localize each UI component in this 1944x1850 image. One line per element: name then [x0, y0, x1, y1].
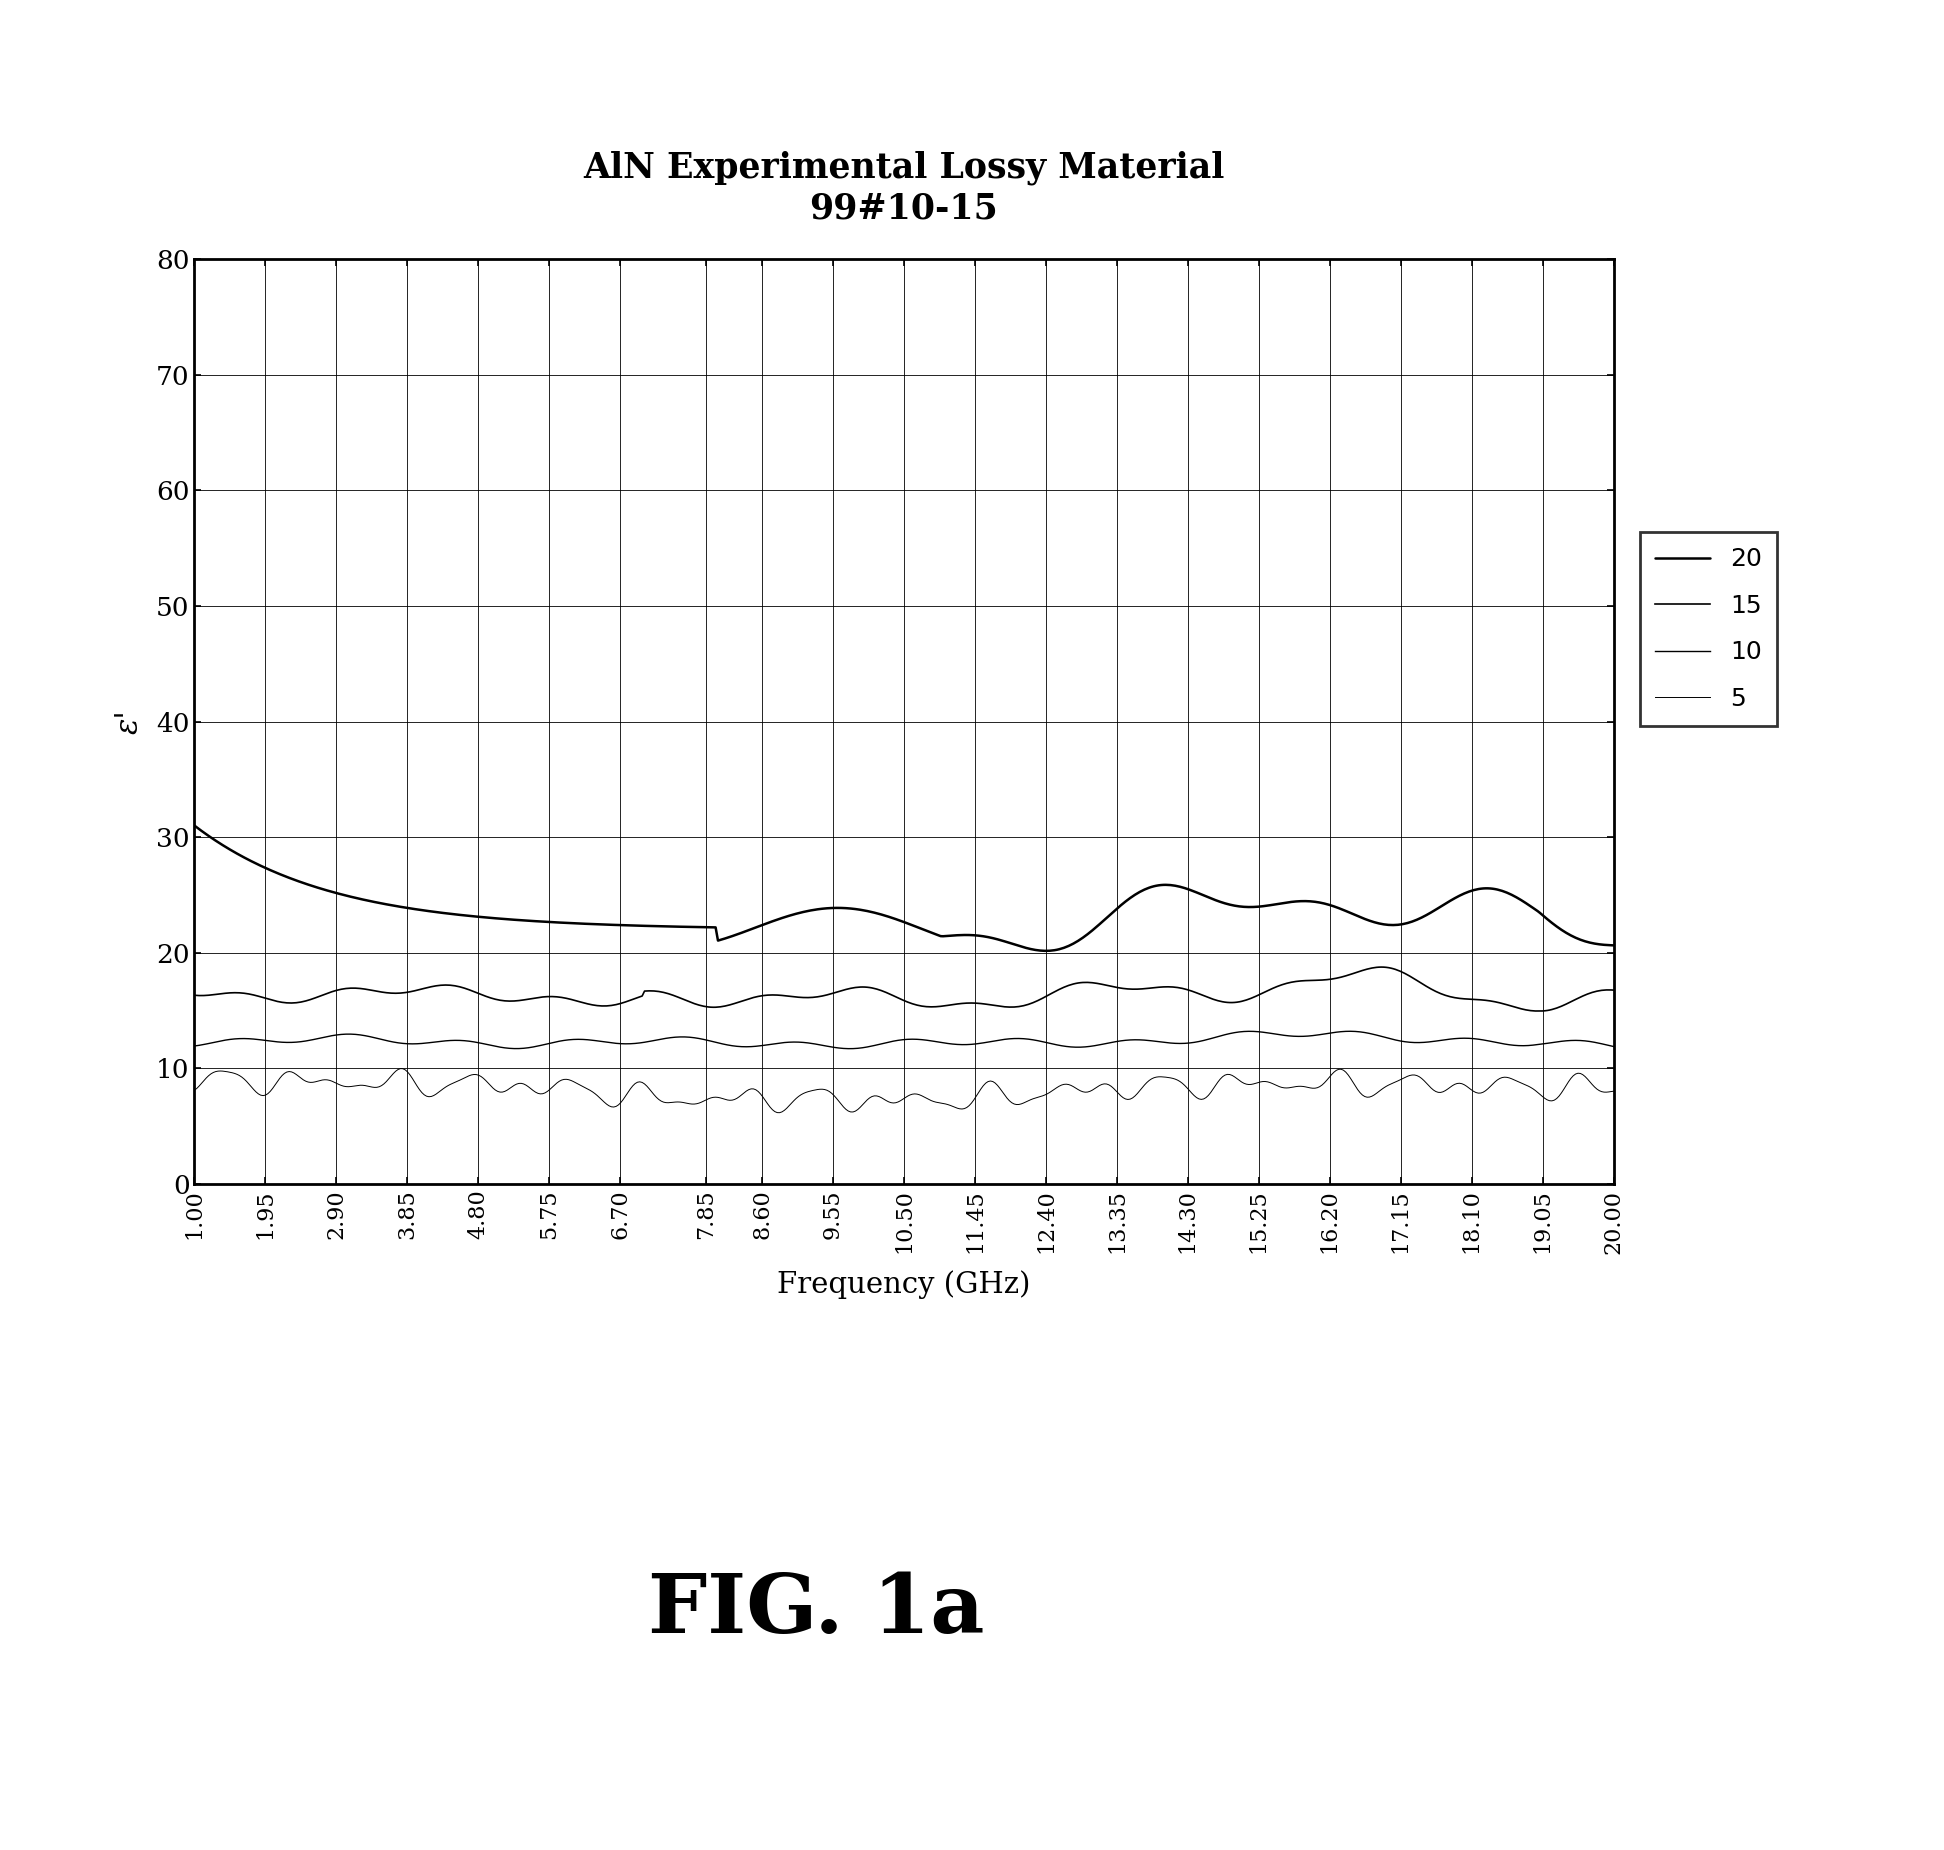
Line: 15: 15	[194, 968, 1614, 1010]
15	[1019, 992, 1042, 1014]
5	[1256, 1071, 1279, 1093]
5	[1135, 1071, 1159, 1093]
5	[435, 1075, 459, 1097]
10	[1339, 1019, 1363, 1042]
Line: 5: 5	[194, 1069, 1614, 1112]
10	[1133, 1029, 1157, 1051]
20	[824, 897, 848, 919]
Legend: 20, 15, 10, 5: 20, 15, 10, 5	[1641, 533, 1777, 725]
5	[830, 1093, 853, 1116]
Text: AlN Experimental Lossy Material: AlN Experimental Lossy Material	[583, 150, 1225, 185]
20	[1034, 940, 1058, 962]
10	[434, 1030, 457, 1053]
15	[434, 973, 457, 995]
10	[824, 1036, 848, 1058]
10	[1602, 1036, 1625, 1058]
5	[389, 1058, 412, 1080]
Line: 20: 20	[194, 825, 1614, 951]
15	[824, 980, 848, 1003]
15	[183, 984, 206, 1006]
X-axis label: Frequency (GHz): Frequency (GHz)	[778, 1271, 1030, 1299]
15	[1371, 956, 1394, 979]
15	[1602, 979, 1625, 1001]
20	[434, 903, 457, 925]
10	[1254, 1021, 1277, 1043]
5	[183, 1079, 206, 1101]
5	[768, 1101, 791, 1123]
Text: FIG. 1a: FIG. 1a	[647, 1569, 986, 1650]
Y-axis label: ε': ε'	[115, 709, 144, 734]
10	[1021, 1029, 1044, 1051]
15	[548, 986, 572, 1008]
Text: 99#10-15: 99#10-15	[809, 192, 999, 226]
15	[1252, 982, 1275, 1005]
15	[1129, 979, 1153, 1001]
5	[1024, 1088, 1048, 1110]
10	[840, 1038, 863, 1060]
20	[548, 912, 572, 934]
20	[1133, 879, 1157, 901]
20	[1254, 895, 1277, 918]
15	[1526, 999, 1549, 1021]
5	[550, 1069, 573, 1092]
10	[183, 1034, 206, 1056]
20	[1019, 938, 1042, 960]
Line: 10: 10	[194, 1030, 1614, 1049]
20	[1602, 934, 1625, 956]
5	[1602, 1080, 1625, 1103]
10	[548, 1030, 572, 1053]
20	[183, 814, 206, 836]
